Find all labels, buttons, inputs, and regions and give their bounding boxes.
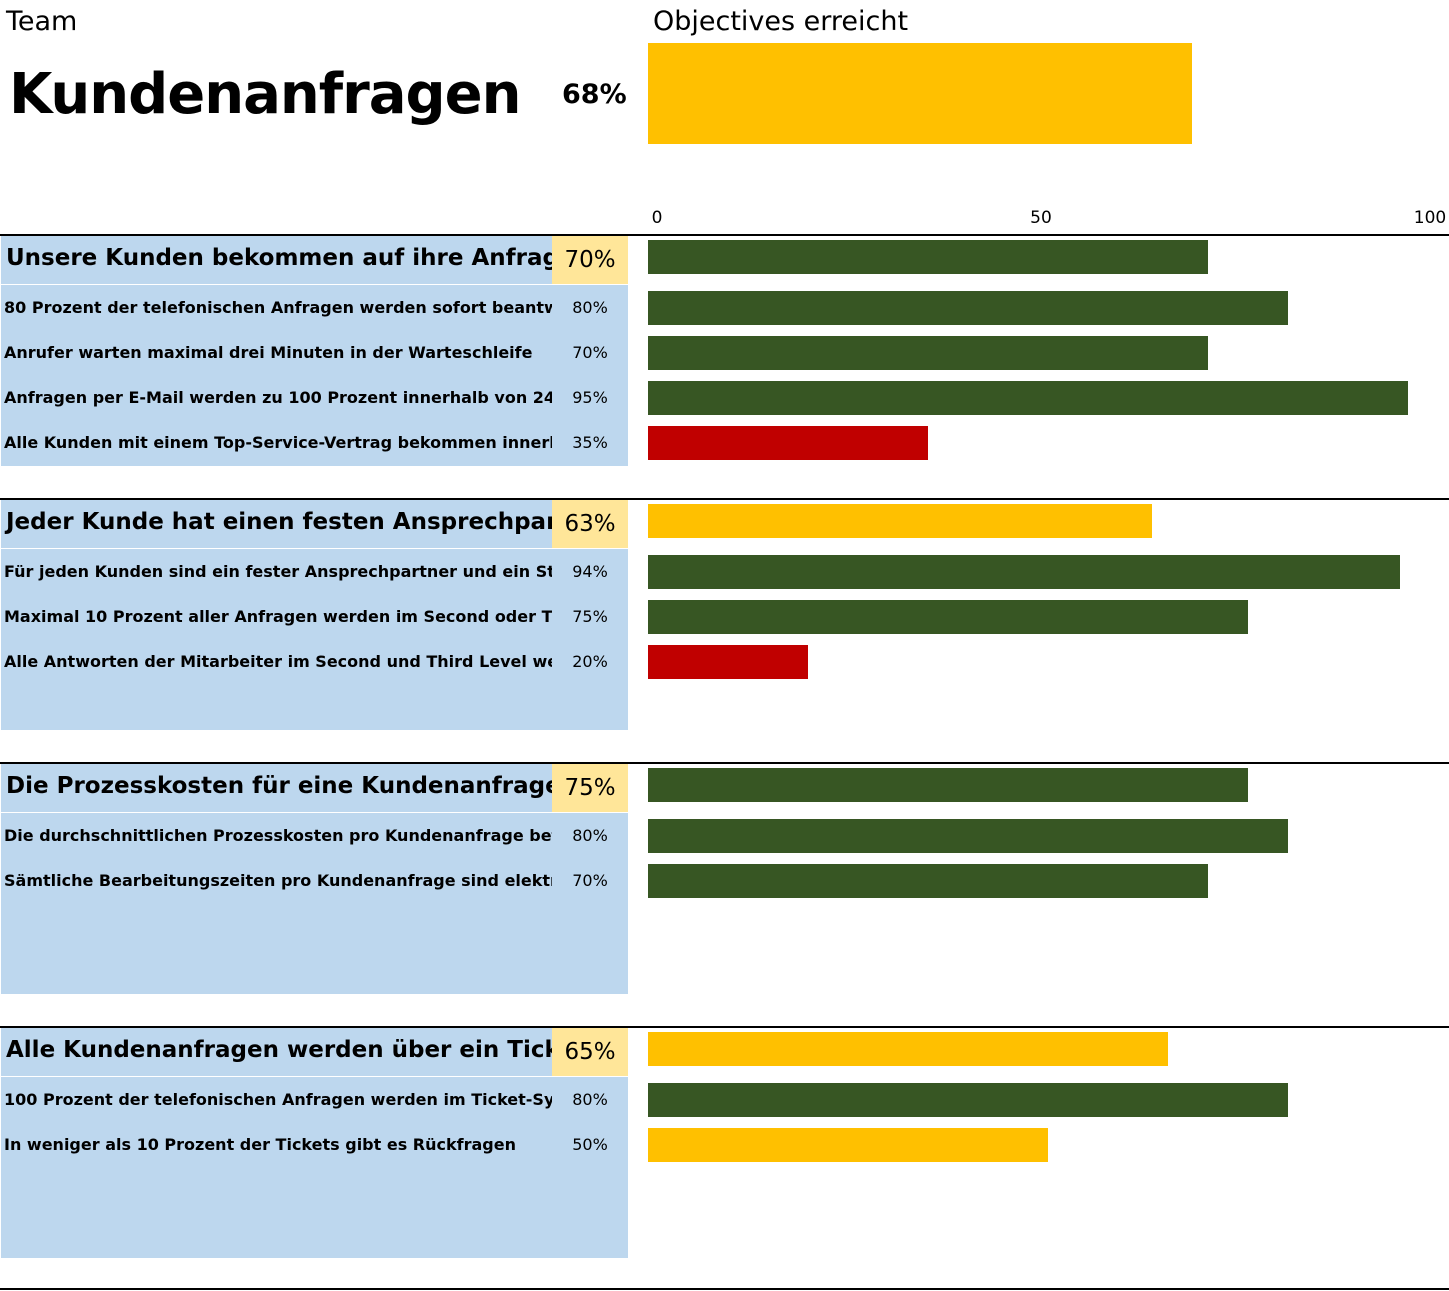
key-result-text: Alle Kunden mit einem Top-Service-Vertra… bbox=[4, 433, 552, 452]
objective-title: Jeder Kunde hat einen festen Ansprechpar… bbox=[6, 509, 552, 535]
key-results-panel bbox=[1, 1077, 628, 1258]
key-result-bar bbox=[648, 645, 808, 679]
objective-bar bbox=[648, 1032, 1168, 1066]
key-result-percent: 80% bbox=[572, 1090, 608, 1109]
key-result-text: Anrufer warten maximal drei Minuten in d… bbox=[4, 343, 533, 362]
key-result-percent: 50% bbox=[572, 1135, 608, 1154]
key-results-panel bbox=[1, 549, 628, 730]
key-result-bar bbox=[648, 381, 1408, 415]
key-result-text: 80 Prozent der telefonischen Anfragen we… bbox=[4, 298, 552, 317]
objective-percent: 63% bbox=[552, 500, 628, 548]
key-result-bar bbox=[648, 819, 1288, 853]
objective-bar bbox=[648, 504, 1152, 538]
objective-header: Die Prozesskosten für eine Kundenanfrage… bbox=[1, 764, 552, 812]
key-result-bar bbox=[648, 1083, 1288, 1117]
key-result-text: In weniger als 10 Prozent der Tickets gi… bbox=[4, 1135, 516, 1154]
team-label: Team bbox=[6, 6, 78, 37]
objective-percent: 65% bbox=[552, 1028, 628, 1076]
key-result-bar bbox=[648, 426, 928, 460]
key-result-bar bbox=[648, 600, 1248, 634]
objective-title: Alle Kundenanfragen werden über ein Tick… bbox=[6, 1037, 552, 1063]
key-result-percent: 80% bbox=[572, 826, 608, 845]
objective-bar bbox=[648, 240, 1208, 274]
section-divider bbox=[0, 1026, 1449, 1028]
overall-bar bbox=[648, 43, 1192, 144]
overall-percent: 68% bbox=[562, 79, 627, 110]
key-result-percent: 20% bbox=[572, 652, 608, 671]
section-divider bbox=[0, 762, 1449, 764]
key-result-percent: 95% bbox=[572, 388, 608, 407]
objective-title: Die Prozesskosten für eine Kundenanfrage… bbox=[6, 773, 552, 799]
key-result-percent: 70% bbox=[572, 343, 608, 362]
team-name: Kundenanfragen bbox=[9, 62, 521, 127]
key-result-percent: 35% bbox=[572, 433, 608, 452]
section-divider bbox=[0, 234, 1449, 236]
objective-header: Jeder Kunde hat einen festen Ansprechpar… bbox=[1, 500, 552, 548]
key-result-text: Für jeden Kunden sind ein fester Ansprec… bbox=[4, 562, 552, 581]
chart-title: Objectives erreicht bbox=[653, 6, 909, 37]
x-tick-label: 0 bbox=[651, 208, 663, 228]
key-result-bar bbox=[648, 1128, 1048, 1162]
x-tick-label: 100 bbox=[1413, 208, 1447, 228]
key-result-text: 100 Prozent der telefonischen Anfragen w… bbox=[4, 1090, 552, 1109]
key-results-panel bbox=[1, 813, 628, 994]
key-result-bar bbox=[648, 555, 1400, 589]
objective-bar bbox=[648, 768, 1248, 802]
objective-header: Unsere Kunden bekommen auf ihre Anfragen… bbox=[1, 236, 552, 284]
key-result-text: Maximal 10 Prozent aller Anfragen werden… bbox=[4, 607, 552, 626]
key-result-percent: 75% bbox=[572, 607, 608, 626]
key-result-percent: 80% bbox=[572, 298, 608, 317]
objective-header: Alle Kundenanfragen werden über ein Tick… bbox=[1, 1028, 552, 1076]
key-result-bar bbox=[648, 291, 1288, 325]
key-results-panel bbox=[1, 285, 628, 466]
key-result-bar bbox=[648, 336, 1208, 370]
key-result-text: Alle Antworten der Mitarbeiter im Second… bbox=[4, 652, 552, 671]
key-result-text: Anfragen per E-Mail werden zu 100 Prozen… bbox=[4, 388, 552, 407]
bottom-divider bbox=[0, 1288, 1449, 1290]
objective-percent: 75% bbox=[552, 764, 628, 812]
key-result-text: Sämtliche Bearbeitungszeiten pro Kundena… bbox=[4, 871, 552, 890]
key-result-text: Die durchschnittlichen Prozesskosten pro… bbox=[4, 826, 552, 845]
key-result-percent: 70% bbox=[572, 871, 608, 890]
key-result-percent: 94% bbox=[572, 562, 608, 581]
section-divider bbox=[0, 498, 1449, 500]
objective-title: Unsere Kunden bekommen auf ihre Anfragen… bbox=[6, 245, 552, 271]
x-tick-label: 50 bbox=[1030, 208, 1052, 228]
objective-percent: 70% bbox=[552, 236, 628, 284]
key-result-bar bbox=[648, 864, 1208, 898]
